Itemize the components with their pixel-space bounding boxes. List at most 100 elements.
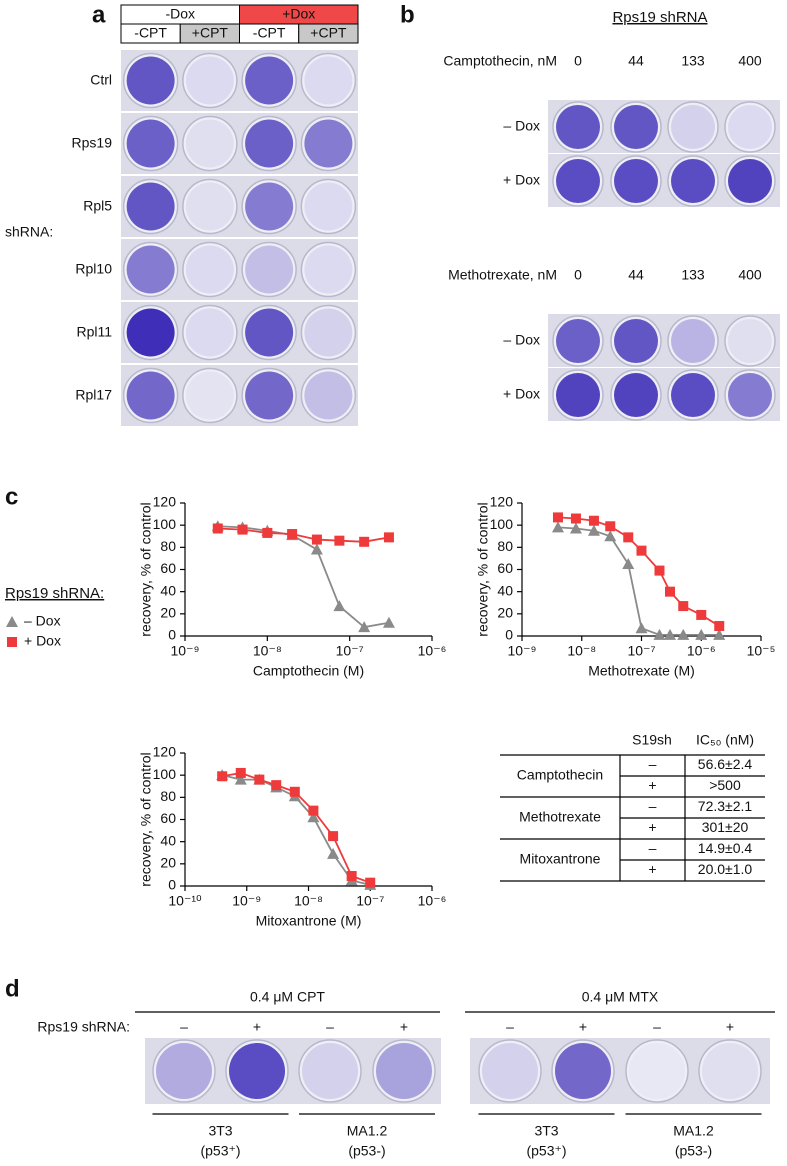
y-axis-label: recovery, % of control (475, 502, 491, 636)
point (271, 780, 282, 791)
well-stain (245, 119, 294, 168)
well-stain (555, 1043, 611, 1099)
y-tick-label: 120 (153, 494, 177, 510)
row-label: Ctrl (90, 72, 112, 88)
well-stain (556, 105, 600, 149)
header-label: +CPT (192, 25, 229, 41)
point (622, 557, 635, 569)
series-line (557, 516, 720, 627)
drug-label: Methotrexate, nM (448, 267, 557, 283)
y-tick-label: 0 (168, 877, 176, 893)
x-tick-label: 10⁻¹⁰ (168, 893, 202, 909)
well-stain (185, 371, 234, 420)
well (372, 1039, 436, 1103)
x-axis-label: Methotrexate (M) (588, 663, 695, 679)
well (152, 1039, 216, 1103)
row-label: + Dox (503, 172, 540, 188)
cell-line: 3T3 (208, 1123, 232, 1139)
y-tick-label: 80 (160, 788, 176, 804)
well (300, 367, 357, 424)
point (359, 536, 370, 547)
well-stain (376, 1043, 432, 1099)
well (298, 1039, 362, 1103)
header-label: -CPT (134, 25, 167, 41)
x-tick-label: 10⁻⁶ (418, 643, 447, 659)
x-tick-label: 10⁻⁹ (171, 643, 200, 659)
table-cell: 301±20 (702, 819, 749, 835)
well-stain (304, 245, 353, 294)
legend-marker (6, 616, 18, 627)
point (383, 532, 394, 543)
well (724, 315, 776, 367)
well (625, 1039, 689, 1103)
p53-status: (p53-) (348, 1143, 385, 1159)
well-stain (185, 56, 234, 105)
table-cell: – (649, 756, 657, 772)
point (254, 774, 265, 785)
y-tick-label: 100 (153, 766, 177, 782)
drug-label: Camptothecin, nM (443, 53, 557, 69)
legend-title: Rps19 shRNA: (5, 585, 104, 602)
x-tick-label: 10⁻⁹ (508, 643, 537, 659)
sign-label: + (400, 1019, 408, 1035)
well-stain (185, 182, 234, 231)
y-tick-label: 40 (160, 832, 176, 848)
y-tick-label: 0 (168, 627, 176, 643)
well-stain (245, 182, 294, 231)
table-cell: – (649, 798, 657, 814)
panel-label: a (92, 1, 106, 28)
table-cell: Mitoxantrone (520, 851, 601, 867)
well-stain (671, 319, 715, 363)
x-tick-label: 10⁻⁷ (356, 893, 384, 909)
row-group-label: shRNA: (5, 224, 53, 240)
sign-label: – (180, 1019, 188, 1035)
well-stain (671, 373, 715, 417)
y-tick-label: 20 (160, 605, 176, 621)
row-label: Rpl10 (75, 261, 112, 277)
y-tick-label: 20 (497, 605, 513, 621)
point (587, 524, 600, 536)
header-label: +CPT (310, 25, 347, 41)
dose-label: 400 (738, 53, 762, 69)
point (365, 877, 376, 888)
well-stain (482, 1043, 538, 1099)
point (570, 513, 581, 524)
point (677, 628, 690, 640)
well-stain (629, 1043, 685, 1099)
point (328, 831, 339, 842)
point (695, 628, 708, 640)
well (300, 178, 357, 235)
well-stain (614, 373, 658, 417)
well-stain (245, 308, 294, 357)
y-tick-label: 40 (160, 582, 176, 598)
table-cell: – (649, 840, 657, 856)
panel-label: d (5, 975, 20, 1002)
well (300, 304, 357, 361)
table-cell: + (648, 777, 656, 793)
point (334, 535, 345, 546)
well-stain (126, 371, 175, 420)
p53-status: (p53-) (675, 1143, 712, 1159)
well (182, 304, 238, 361)
table-cell: + (648, 819, 656, 835)
sign-label: – (653, 1019, 661, 1035)
dose-label: 44 (628, 267, 644, 283)
table-header: IC₅₀ (nM) (696, 732, 754, 748)
treatment-label: 0.4 μM CPT (250, 989, 325, 1005)
well-stain (728, 373, 772, 417)
row-label: + Dox (503, 386, 540, 402)
x-tick-label: 10⁻⁶ (687, 643, 716, 659)
well-stain (556, 373, 600, 417)
well (667, 315, 719, 367)
point (262, 527, 273, 538)
point (713, 628, 726, 640)
sign-label: – (326, 1019, 334, 1035)
dose-label: 133 (681, 53, 705, 69)
cell-line: 3T3 (534, 1123, 558, 1139)
well-stain (126, 56, 175, 105)
dose-label: 0 (574, 53, 582, 69)
well-stain (126, 182, 175, 231)
row-label: Rpl17 (75, 387, 112, 403)
panel-label: c (5, 483, 18, 510)
y-tick-label: 40 (497, 582, 513, 598)
